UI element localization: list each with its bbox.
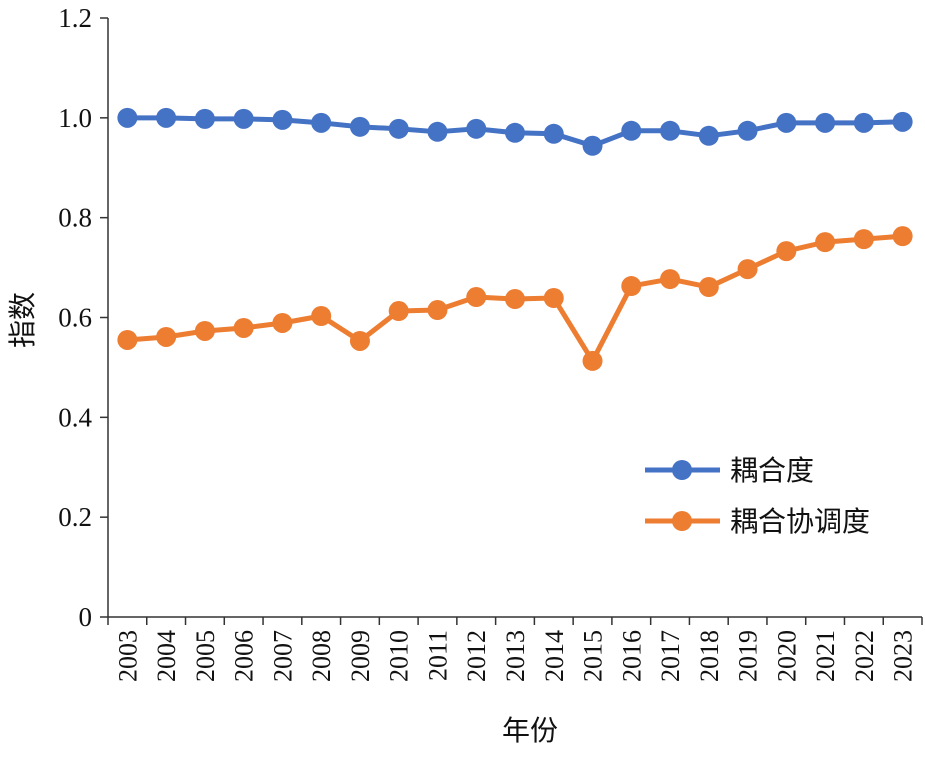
y-tick-label: 1.2: [58, 3, 92, 33]
data-point: [505, 289, 525, 310]
x-tick-label: 2015: [579, 630, 608, 682]
x-axis-label: 年份: [502, 715, 558, 747]
x-tick-label: 2019: [734, 630, 763, 682]
data-point: [737, 120, 758, 141]
x-tick-label: 2003: [113, 630, 142, 682]
data-point: [349, 116, 370, 137]
legend-item: 耦合度: [645, 455, 814, 487]
data-point: [582, 135, 603, 156]
y-tick-label: 0: [79, 602, 93, 632]
y-tick-label: 0.6: [58, 303, 92, 333]
x-tick-label: 2006: [230, 630, 259, 682]
series-coupling-degree: [117, 107, 913, 156]
x-tick-label: 2009: [346, 630, 375, 682]
x-tick-label: 2021: [811, 630, 840, 682]
series-coupling-coordination-degree: [117, 226, 913, 371]
data-point: [737, 259, 758, 280]
data-point: [815, 232, 836, 253]
data-point: [698, 277, 719, 298]
data-point: [272, 312, 293, 333]
data-point: [194, 320, 215, 341]
data-point: [272, 109, 293, 130]
data-point: [233, 108, 254, 129]
y-tick-label: 0.2: [58, 502, 92, 532]
data-point: [194, 108, 215, 129]
data-point: [892, 111, 913, 132]
data-point: [853, 229, 874, 250]
data-point: [621, 120, 642, 141]
x-tick-label: 2023: [889, 630, 918, 682]
x-tick-label: 2020: [772, 630, 801, 682]
data-point: [505, 122, 525, 143]
data-point: [388, 118, 409, 139]
data-point: [349, 330, 370, 351]
x-tick-label: 2016: [617, 630, 646, 682]
legend-marker: [672, 460, 692, 480]
y-tick-label: 0.8: [58, 203, 92, 233]
data-point: [311, 306, 332, 327]
legend-label: 耦合度: [730, 455, 814, 487]
data-point: [543, 123, 564, 144]
data-point: [543, 288, 564, 309]
x-tick-label: 2008: [307, 630, 336, 682]
data-point: [311, 112, 332, 133]
data-point: [582, 350, 603, 371]
data-point: [427, 300, 448, 321]
x-tick-label: 2012: [462, 630, 491, 682]
data-point: [388, 301, 409, 322]
data-point: [466, 118, 487, 139]
data-point: [853, 112, 874, 133]
x-tick-label: 2010: [385, 630, 414, 682]
data-point: [776, 241, 797, 262]
data-point: [815, 112, 836, 133]
x-tick-label: 2011: [423, 630, 452, 681]
legend-label: 耦合协调度: [730, 506, 870, 538]
x-tick-label: 2017: [656, 630, 685, 682]
x-tick-label: 2007: [268, 630, 297, 682]
data-point: [117, 107, 138, 128]
x-tick-label: 2018: [695, 630, 724, 682]
y-axis-label: 指数: [7, 292, 39, 348]
data-point: [621, 276, 642, 297]
x-tick-label: 2014: [540, 630, 569, 682]
data-point: [776, 112, 797, 133]
data-point: [892, 226, 913, 247]
x-tick-label: 2013: [501, 630, 530, 682]
data-point: [156, 107, 177, 128]
data-point: [660, 120, 681, 141]
legend-marker: [672, 511, 692, 531]
y-tick-label: 1.0: [58, 103, 92, 133]
data-point: [156, 326, 177, 347]
x-tick-label: 2004: [152, 630, 181, 682]
y-tick-label: 0.4: [58, 402, 92, 432]
data-point: [117, 329, 138, 350]
data-point: [466, 287, 487, 308]
data-point: [233, 317, 254, 338]
data-point: [698, 125, 719, 146]
data-point: [427, 121, 448, 142]
legend-item: 耦合协调度: [645, 506, 870, 538]
x-tick-label: 2005: [191, 630, 220, 682]
data-point: [660, 269, 681, 290]
x-tick-label: 2022: [850, 630, 879, 682]
